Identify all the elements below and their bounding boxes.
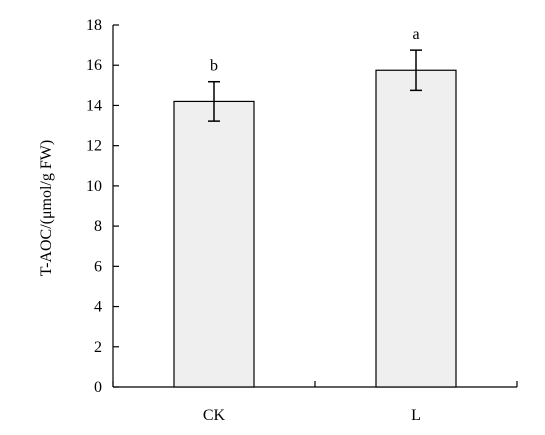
y-tick-label: 4 [94, 299, 102, 316]
y-tick-label: 2 [94, 339, 102, 356]
significance-label: a [412, 26, 419, 43]
y-tick-label: 10 [86, 178, 102, 195]
y-tick-label: 16 [86, 57, 102, 74]
bar-ck [173, 100, 255, 388]
y-tick-label: 8 [94, 218, 102, 235]
y-tick-label: 6 [94, 258, 102, 275]
bar-l [375, 69, 457, 388]
x-category-label: CK [203, 407, 226, 424]
y-tick-label: 18 [86, 17, 102, 34]
plot-area: 0 2 4 6 8 10 12 14 16 18 b CK a L [86, 17, 518, 424]
y-tick-label: 0 [94, 379, 102, 396]
y-tick-label: 14 [86, 97, 102, 114]
significance-label: b [210, 58, 218, 75]
y-tick-label: 12 [86, 138, 102, 155]
x-category-label: L [411, 407, 421, 424]
y-axis-title: T-AOC/(μmol/g FW) [38, 140, 55, 276]
